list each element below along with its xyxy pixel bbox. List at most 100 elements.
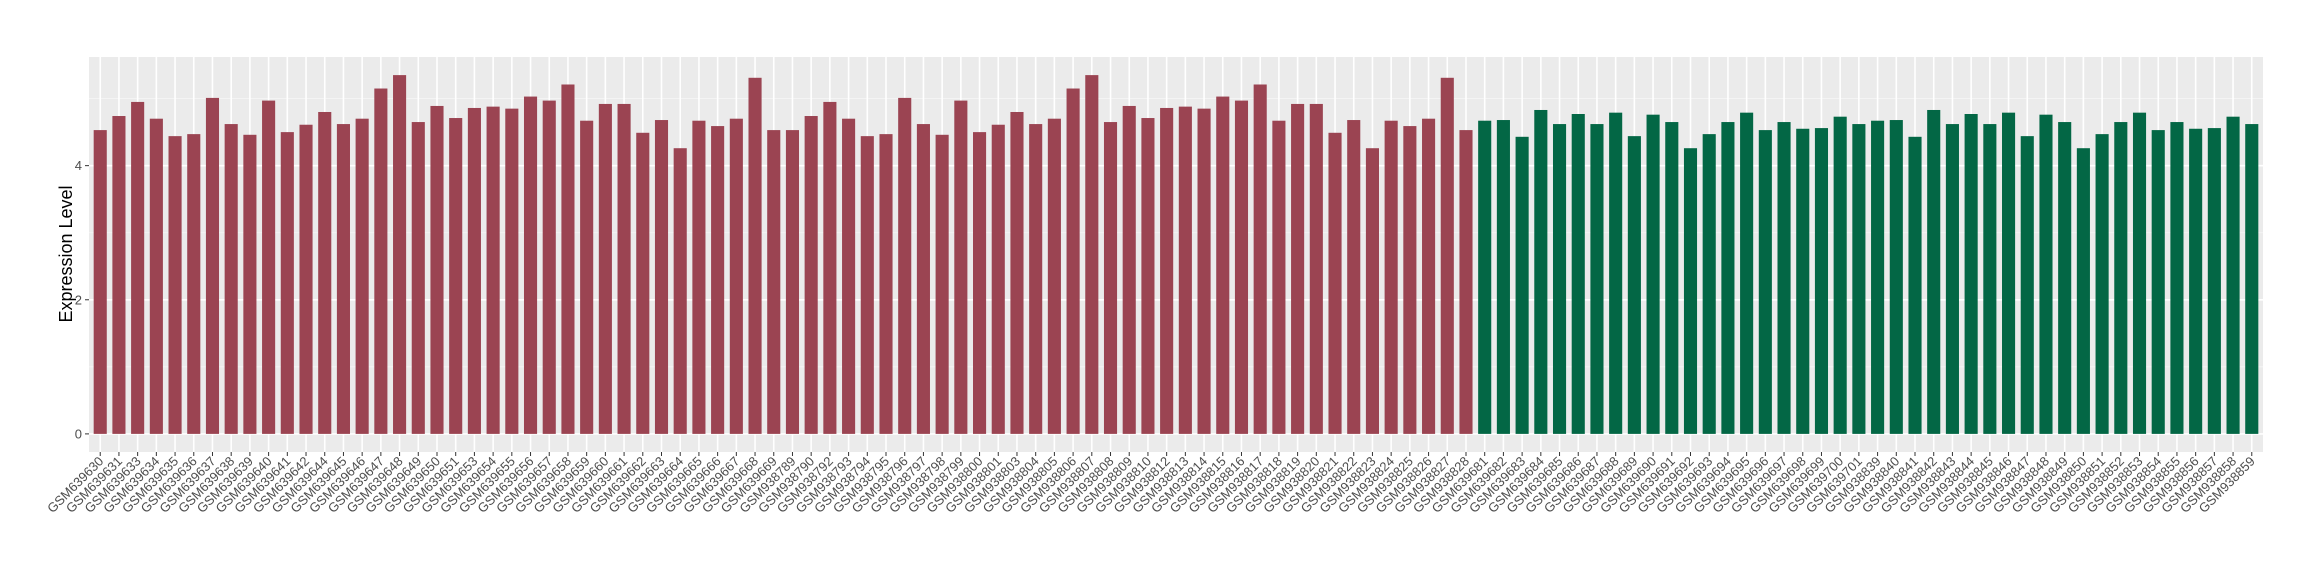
bar-GSM938823 [1365, 148, 1379, 434]
bar-GSM938848 [2039, 114, 2053, 434]
bar-GSM938814 [1197, 108, 1211, 434]
bar-GSM639651 [449, 118, 463, 434]
bar-GSM938809 [1122, 105, 1136, 434]
bar-GSM938858 [2226, 116, 2240, 434]
bar-GSM938800 [973, 132, 987, 434]
bar-GSM938798 [935, 134, 949, 434]
bar-GSM938816 [1234, 100, 1249, 434]
bar-GSM938841 [1908, 136, 1922, 434]
bar-GSM938796 [898, 97, 912, 434]
bar-GSM639660 [598, 103, 612, 434]
bar-GSM938828 [1459, 130, 1473, 434]
bar-GSM639663 [654, 120, 669, 434]
bar-GSM938845 [1983, 124, 1997, 434]
y-axis-title: Expression Level [56, 185, 76, 322]
bar-GSM639682 [1496, 120, 1510, 434]
bar-GSM639689 [1627, 136, 1641, 434]
bar-GSM938789 [785, 130, 800, 434]
bar-GSM639685 [1552, 124, 1567, 434]
y-tick-label: 2 [75, 292, 82, 307]
bar-GSM938842 [1927, 109, 1941, 434]
bar-GSM639633 [131, 101, 145, 434]
bar-GSM938827 [1440, 77, 1454, 434]
bar-GSM639664 [673, 148, 687, 434]
bar-GSM639684 [1534, 109, 1548, 434]
y-tick-label: 0 [75, 426, 82, 441]
bar-GSM639698 [1796, 128, 1810, 434]
bar-GSM938795 [879, 134, 893, 434]
bar-GSM639691 [1665, 122, 1679, 434]
bar-GSM639683 [1515, 136, 1529, 434]
bar-GSM639668 [748, 77, 762, 434]
bar-GSM938803 [1010, 111, 1024, 434]
x-axis: GSM639630GSM639631GSM639633GSM639634GSM6… [44, 452, 2258, 516]
bar-GSM639647 [374, 88, 388, 434]
bar-GSM938804 [1029, 124, 1043, 434]
bar-GSM639662 [636, 132, 650, 434]
bar-GSM938826 [1422, 118, 1436, 434]
bar-GSM639693 [1702, 134, 1716, 434]
y-axis: 0 2 4 [75, 158, 89, 441]
bar-GSM639631 [112, 116, 126, 434]
bar-GSM639648 [393, 75, 407, 434]
bar-GSM639667 [729, 118, 743, 434]
bar-GSM938806 [1066, 88, 1080, 434]
bar-GSM639695 [1740, 112, 1754, 434]
bar-GSM639700 [1833, 116, 1847, 434]
bar-GSM639640 [262, 100, 276, 434]
bar-GSM938821 [1328, 132, 1342, 434]
bar-GSM639636 [187, 134, 201, 434]
y-tick-label: 4 [75, 158, 82, 173]
bar-GSM938847 [2020, 136, 2034, 434]
bar-GSM639686 [1571, 114, 1585, 434]
bars [93, 75, 2259, 434]
bar-GSM938859 [2245, 124, 2259, 434]
bar-GSM639638 [224, 124, 238, 434]
bar-GSM639650 [430, 105, 444, 434]
bar-GSM639653 [467, 107, 481, 434]
bar-GSM639658 [561, 84, 575, 434]
bar-GSM938805 [1047, 118, 1061, 434]
bar-GSM639697 [1777, 122, 1791, 434]
bar-GSM938843 [1945, 124, 1959, 434]
bar-GSM938794 [860, 136, 874, 434]
bar-GSM639637 [205, 97, 220, 434]
bar-GSM938825 [1403, 126, 1417, 434]
bar-GSM938813 [1178, 106, 1192, 434]
bar-GSM938808 [1103, 122, 1118, 434]
bar-GSM938812 [1160, 107, 1174, 434]
bar-GSM938793 [842, 118, 856, 434]
bar-GSM938815 [1216, 96, 1230, 434]
bar-GSM938819 [1291, 103, 1305, 434]
bar-GSM639701 [1852, 124, 1866, 434]
bar-GSM639696 [1758, 130, 1772, 434]
bar-GSM639690 [1646, 114, 1660, 434]
bar-GSM639688 [1609, 112, 1623, 434]
bar-GSM938840 [1889, 120, 1903, 434]
bar-GSM639644 [318, 111, 332, 434]
bar-GSM639681 [1478, 120, 1492, 434]
bar-GSM938844 [1964, 114, 1978, 434]
bar-GSM639666 [711, 126, 725, 434]
bar-GSM639694 [1721, 122, 1735, 434]
bar-GSM639635 [168, 136, 182, 434]
bar-GSM639634 [149, 118, 163, 434]
bar-GSM938856 [2189, 128, 2203, 434]
bar-GSM938852 [2114, 122, 2128, 434]
bar-GSM938839 [1871, 120, 1885, 434]
bar-GSM639642 [299, 124, 313, 434]
bar-GSM938820 [1309, 103, 1323, 434]
bar-GSM639645 [336, 124, 350, 434]
bar-GSM938807 [1085, 75, 1099, 434]
bar-GSM639699 [1814, 128, 1829, 434]
bar-GSM938792 [823, 101, 837, 434]
bar-GSM938857 [2207, 128, 2221, 434]
bar-GSM639657 [542, 100, 556, 434]
bar-GSM938817 [1253, 84, 1267, 434]
bar-GSM938846 [2002, 112, 2016, 434]
bar-GSM639649 [411, 122, 425, 434]
bar-GSM639661 [617, 103, 631, 434]
bar-GSM639659 [580, 120, 594, 434]
bar-GSM938797 [916, 124, 930, 434]
